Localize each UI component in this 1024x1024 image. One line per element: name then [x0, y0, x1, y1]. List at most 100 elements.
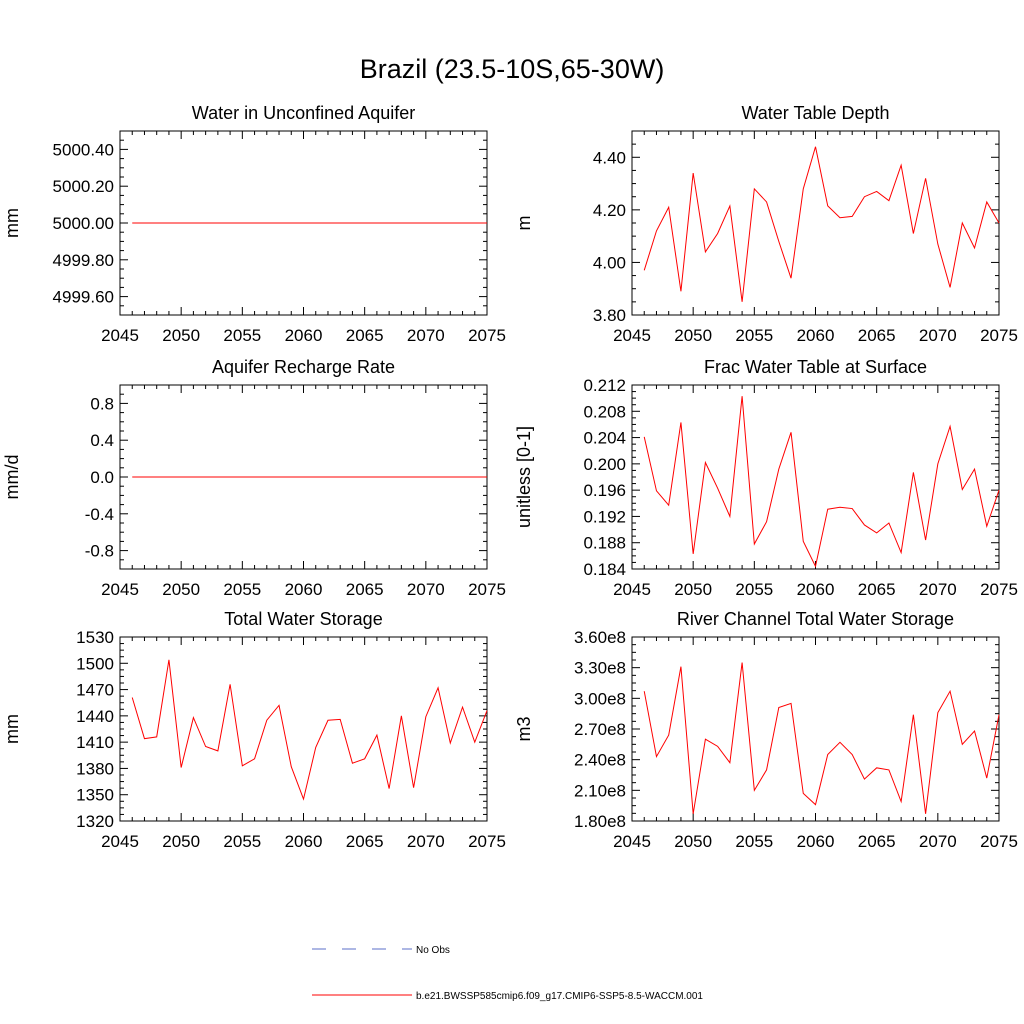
x-tick-label: 2050	[162, 832, 200, 851]
y-tick-label: 0.200	[583, 455, 626, 474]
y-axis-label: mm	[2, 714, 22, 744]
y-tick-label: 0.208	[583, 402, 626, 421]
y-tick-label: 1440	[76, 707, 114, 726]
y-tick-label: 0.212	[583, 376, 626, 395]
y-tick-label: 0.192	[583, 507, 626, 526]
plot-frame	[631, 636, 1000, 822]
y-tick-label: 3.60e8	[574, 628, 626, 647]
x-tick-label: 2070	[919, 326, 957, 345]
y-tick-label: 2.10e8	[574, 781, 626, 800]
x-tick-label: 2055	[223, 832, 261, 851]
x-tick-label: 2075	[468, 326, 506, 345]
x-tick-label: 2055	[735, 832, 773, 851]
x-tick-label: 2060	[797, 580, 835, 599]
x-tick-label: 2075	[980, 832, 1018, 851]
panel-title: Water in Unconfined Aquifer	[192, 103, 415, 123]
panel-3: 2045 2050 2055 2060 2065 2070 2075 -0.8 -0.4 0.0 0…	[2, 357, 506, 599]
x-tick-label: 2060	[285, 580, 323, 599]
x-tick-label: 2065	[346, 580, 384, 599]
panel-4: 2045 2050 2055 2060 2065 2070 2075 0.184 0.188 0.…	[514, 357, 1018, 599]
y-axis-label: m	[514, 216, 534, 231]
x-tick-label: 2060	[797, 832, 835, 851]
y-tick-label: 0.184	[583, 560, 626, 579]
y-tick-label: 5000.00	[53, 214, 114, 233]
x-tick-label: 2060	[285, 832, 323, 851]
x-tick-label: 2045	[613, 832, 651, 851]
x-tick-label: 2050	[674, 326, 712, 345]
y-tick-label: 0.204	[583, 429, 626, 448]
x-tick-label: 2065	[346, 832, 384, 851]
x-tick-label: 2045	[613, 326, 651, 345]
y-axis-label: mm	[2, 208, 22, 238]
x-tick-label: 2055	[735, 580, 773, 599]
x-tick-label: 2045	[101, 580, 139, 599]
y-tick-label: 0.4	[90, 431, 114, 450]
panel-2: 2045 2050 2055 2060 2065 2070 2075 3.80 4.00 4.20…	[514, 103, 1018, 345]
y-tick-label: 1470	[76, 681, 114, 700]
panel-1: 2045 2050 2055 2060 2065 2070 2075 4999.60 4999.…	[2, 103, 506, 345]
y-tick-label: 3.80	[593, 306, 626, 325]
y-tick-label: 1320	[76, 812, 114, 831]
panel-title: Frac Water Table at Surface	[704, 357, 927, 377]
y-axis-label: mm/d	[2, 455, 22, 500]
x-tick-label: 2070	[407, 580, 445, 599]
x-tick-label: 2065	[858, 580, 896, 599]
y-axis-label: unitless [0-1]	[514, 426, 534, 528]
y-tick-label: 2.70e8	[574, 720, 626, 739]
y-tick-label: 1.80e8	[574, 812, 626, 831]
plot-frame	[631, 384, 1000, 570]
y-tick-label: 3.30e8	[574, 659, 626, 678]
series-line-1	[131, 659, 488, 801]
legend-label-model: b.e21.BWSSP585cmip6.f09_g17.CMIP6-SSP5-8…	[416, 991, 703, 1002]
legend-label-no-obs: No Obs	[416, 945, 450, 956]
y-tick-label: 1500	[76, 654, 114, 673]
panel-title: Total Water Storage	[224, 609, 382, 629]
panel-5: 2045 2050 2055 2060 2065 2070 2075 1320 1350 1380…	[2, 609, 506, 851]
x-tick-label: 2055	[735, 326, 773, 345]
plot-frame	[631, 130, 1000, 316]
y-tick-label: -0.8	[85, 542, 114, 561]
x-tick-label: 2075	[468, 832, 506, 851]
x-tick-label: 2055	[223, 580, 261, 599]
y-tick-label: 0.8	[90, 394, 114, 413]
panel-6: 2045 2050 2055 2060 2065 2070 2075 1.80e8 2.10e8…	[514, 609, 1018, 851]
x-tick-label: 2075	[980, 580, 1018, 599]
panels-group: 2045 2050 2055 2060 2065 2070 2075 4999.60 4999.…	[2, 103, 1018, 851]
x-tick-label: 2075	[468, 580, 506, 599]
y-tick-label: 1380	[76, 759, 114, 778]
y-tick-label: 4999.80	[53, 251, 114, 270]
panel-title: River Channel Total Water Storage	[677, 609, 954, 629]
legend: No Obs b.e21.BWSSP585cmip6.f09_g17.CMIP6…	[312, 945, 703, 1002]
y-tick-label: 0.188	[583, 534, 626, 553]
x-tick-label: 2050	[162, 326, 200, 345]
x-tick-label: 2070	[407, 832, 445, 851]
y-tick-label: 0.196	[583, 481, 626, 500]
x-tick-label: 2045	[101, 326, 139, 345]
y-tick-label: 5000.20	[53, 177, 114, 196]
y-tick-label: 3.00e8	[574, 689, 626, 708]
x-tick-label: 2060	[285, 326, 323, 345]
series-line-1	[643, 146, 1000, 302]
x-tick-label: 2065	[346, 326, 384, 345]
figure-title: Brazil (23.5-10S,65-30W)	[359, 54, 665, 84]
x-tick-label: 2050	[674, 832, 712, 851]
y-tick-label: 4.40	[593, 148, 626, 167]
x-tick-label: 2045	[101, 832, 139, 851]
x-tick-label: 2065	[858, 326, 896, 345]
x-tick-label: 2070	[919, 832, 957, 851]
y-tick-label: 4.20	[593, 201, 626, 220]
x-tick-label: 2060	[797, 326, 835, 345]
series-line-1	[643, 396, 1000, 568]
y-tick-label: -0.4	[85, 505, 114, 524]
x-tick-label: 2050	[162, 580, 200, 599]
y-tick-label: 1530	[76, 628, 114, 647]
y-tick-label: 1410	[76, 733, 114, 752]
y-tick-label: 5000.40	[53, 140, 114, 159]
x-tick-label: 2070	[919, 580, 957, 599]
panel-title: Aquifer Recharge Rate	[212, 357, 395, 377]
x-tick-label: 2070	[407, 326, 445, 345]
panel-title: Water Table Depth	[741, 103, 889, 123]
y-tick-label: 4.00	[593, 253, 626, 272]
plot-frame	[119, 636, 488, 822]
